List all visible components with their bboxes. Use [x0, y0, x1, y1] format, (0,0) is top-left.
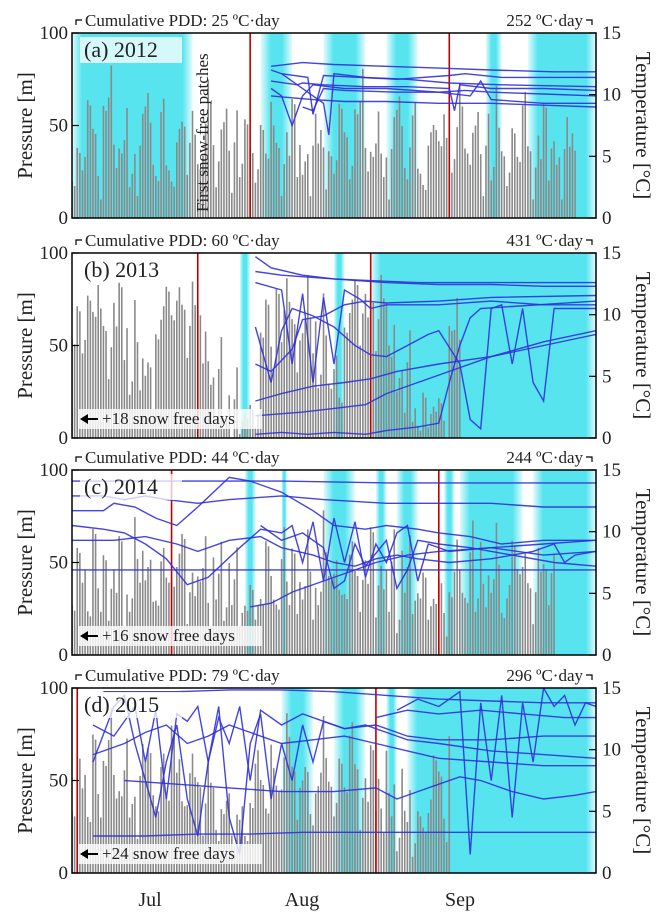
- pdd-end-label: 431 ºC·day: [506, 231, 583, 250]
- y-right-tick-label: 15: [602, 243, 621, 264]
- snow-free-period: [371, 253, 596, 438]
- y-left-tick-label: 0: [59, 645, 69, 666]
- y-left-tick-label: 0: [59, 208, 69, 229]
- y-right-tick-label: 5: [602, 583, 612, 604]
- y-left-tick-label: 100: [40, 460, 69, 481]
- pdd-end-label: 244 ºC·day: [506, 448, 583, 467]
- pdd-bracket-right: [586, 457, 592, 462]
- y-right-tick-label: 15: [602, 23, 621, 44]
- panel-2: 0 50 100 0 5 10 15 Pressure [m] Temperature [°C]…: [13, 231, 655, 449]
- pdd-end-label: 296 ºC·day: [506, 666, 583, 685]
- y-right-label: Temperature [°C]: [631, 489, 655, 636]
- month-label: Aug: [285, 889, 319, 911]
- pdd-bracket-right: [586, 240, 592, 245]
- y-right-tick-label: 5: [602, 366, 612, 387]
- pdd-start-label: Cumulative PDD: 25 ºC·day: [85, 11, 280, 30]
- panel-label: (a) 2012: [84, 37, 158, 62]
- snow-free-days-note: +24 snow free days: [102, 844, 235, 863]
- panel-label: (c) 2014: [84, 474, 158, 499]
- pdd-bracket-right: [586, 20, 592, 25]
- snow-free-patches-note: First snow-free patches: [193, 53, 212, 212]
- y-left-label: Pressure [m]: [13, 727, 37, 834]
- y-left-label: Pressure [m]: [13, 292, 37, 399]
- panel-label: (b) 2013: [84, 257, 159, 282]
- pdd-start-label: Cumulative PDD: 44 ºC·day: [85, 448, 280, 467]
- y-right-tick-label: 15: [602, 460, 621, 481]
- panel-3: 0 50 100 0 5 10 15 Pressure [m] Temperature [°C]…: [13, 448, 655, 666]
- pdd-bracket-left: [76, 240, 82, 245]
- y-left-label: Pressure [m]: [13, 72, 37, 179]
- panel-4: 0 50 100 0 5 10 15 Pressure [m] Temperature [°C]…: [13, 666, 655, 884]
- y-right-label: Temperature [°C]: [631, 272, 655, 419]
- pdd-bracket-left: [76, 457, 82, 462]
- y-right-label: Temperature [°C]: [631, 707, 655, 854]
- y-left-tick-label: 50: [49, 336, 68, 357]
- y-right-tick-label: 0: [602, 428, 612, 449]
- y-left-tick-label: 0: [59, 863, 69, 884]
- pdd-start-label: Cumulative PDD: 79 ºC·day: [85, 666, 280, 685]
- y-left-tick-label: 0: [59, 428, 69, 449]
- y-left-label: Pressure [m]: [13, 509, 37, 616]
- pdd-bracket-right: [586, 675, 592, 680]
- pdd-bracket-left: [76, 675, 82, 680]
- y-left-tick-label: 100: [40, 243, 69, 264]
- y-right-tick-label: 0: [602, 645, 612, 666]
- y-right-tick-label: 0: [602, 863, 612, 884]
- month-label: Sep: [445, 889, 475, 911]
- panel-1: 0 50 100 0 5 10 15 Pressure [m] Temperature [°C]…: [13, 11, 655, 229]
- y-right-tick-label: 10: [602, 305, 621, 326]
- y-right-label: Temperature [°C]: [631, 52, 655, 199]
- y-right-tick-label: 15: [602, 678, 621, 699]
- panel-label: (d) 2015: [84, 692, 159, 717]
- y-right-tick-label: 5: [602, 801, 612, 822]
- y-left-tick-label: 50: [49, 553, 68, 574]
- y-right-tick-label: 0: [602, 208, 612, 229]
- y-left-tick-label: 50: [49, 771, 68, 792]
- y-left-tick-label: 100: [40, 678, 69, 699]
- pdd-end-label: 252 ºC·day: [506, 11, 583, 30]
- y-left-tick-label: 100: [40, 23, 69, 44]
- y-right-tick-label: 10: [602, 522, 621, 543]
- pdd-bracket-left: [76, 20, 82, 25]
- y-right-tick-label: 5: [602, 146, 612, 167]
- snow-free-days-note: +16 snow free days: [102, 626, 235, 645]
- month-label: Jul: [138, 889, 162, 911]
- y-right-tick-label: 10: [602, 740, 621, 761]
- y-right-tick-label: 10: [602, 85, 621, 106]
- snow-free-days-note: +18 snow free days: [102, 409, 235, 428]
- pdd-start-label: Cumulative PDD: 60 ºC·day: [85, 231, 280, 250]
- y-left-tick-label: 50: [49, 116, 68, 137]
